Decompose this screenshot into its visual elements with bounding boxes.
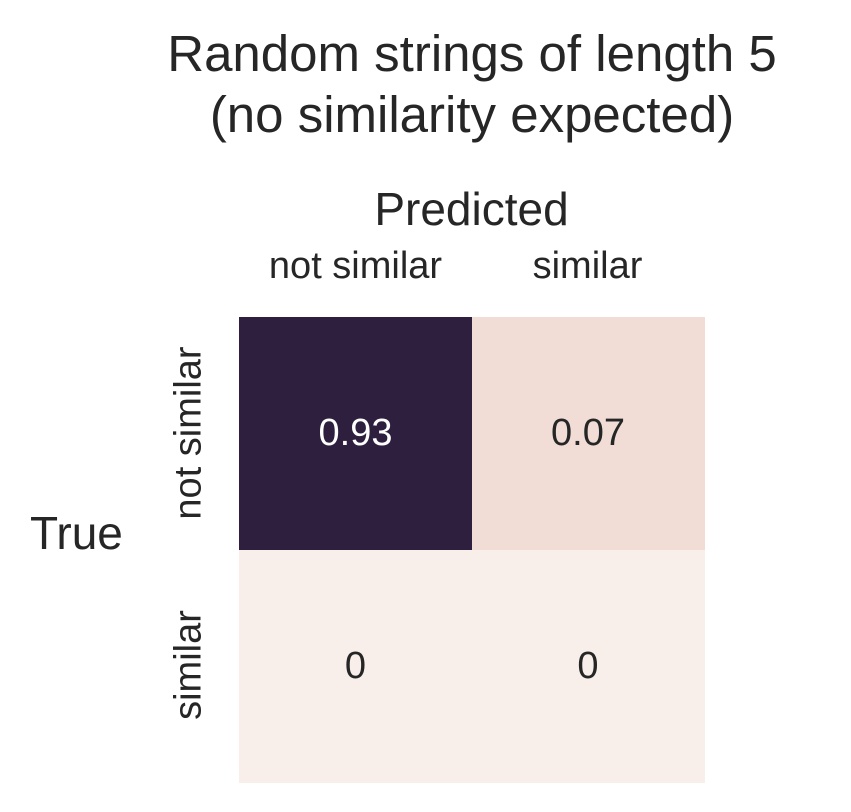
heatmap-cell-value: 0.07 [551, 412, 625, 454]
chart-title-line-1: Random strings of length 5 [167, 25, 777, 82]
chart-title-line-2: (no similarity expected) [209, 86, 735, 143]
heatmap-grid: 0.93 0.07 0 0 [239, 317, 705, 783]
heatmap-cell: 0.07 [471, 317, 705, 550]
heatmap-cell-value: 0.93 [318, 412, 393, 454]
heatmap-cell: 0 [471, 549, 705, 783]
x-tick-label-similar: similar [532, 245, 643, 287]
y-tick-label-not-similar: not similar [167, 346, 210, 520]
heatmap-cell-value: 0 [577, 644, 599, 687]
heatmap-cell: 0.93 [239, 317, 472, 550]
y-axis-label: True [30, 507, 123, 559]
x-tick-label-not-similar: not similar [268, 245, 443, 287]
x-axis-label: Predicted [374, 183, 569, 235]
heatmap-cell: 0 [239, 549, 472, 783]
y-tick-label-similar: similar [167, 610, 210, 720]
heatmap-cell-value: 0 [344, 644, 367, 687]
